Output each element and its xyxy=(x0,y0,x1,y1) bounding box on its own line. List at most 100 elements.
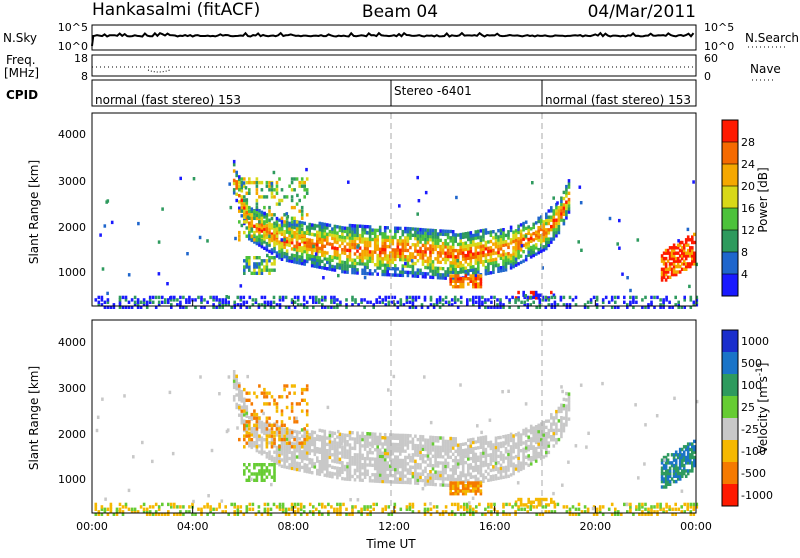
scatter-cell xyxy=(253,434,256,439)
scatter-cell xyxy=(336,454,339,458)
scatter-cell xyxy=(303,427,306,431)
scatter-cell xyxy=(313,264,317,268)
scatter-cell xyxy=(302,295,306,300)
scatter-cell xyxy=(239,298,243,302)
scatter-cell xyxy=(550,303,554,307)
scatter-cell xyxy=(614,295,617,300)
scatter-cell xyxy=(431,473,435,477)
scatter-cell xyxy=(519,254,523,258)
scatter-cell xyxy=(436,476,440,481)
scatter-cell xyxy=(672,243,676,247)
scatter-cell xyxy=(691,450,694,454)
scatter-cell xyxy=(540,444,543,448)
scatter-cell xyxy=(305,454,309,458)
scatter-cell xyxy=(461,248,465,252)
scatter-cell xyxy=(343,229,347,234)
scatter-cell xyxy=(302,505,306,509)
scatter-cell xyxy=(517,431,520,435)
scatter-cell xyxy=(275,458,279,462)
scatter-cell xyxy=(586,300,590,304)
scatter-cell xyxy=(435,303,439,307)
scatter-cell xyxy=(479,238,483,242)
scatter-cell xyxy=(574,303,578,307)
scatter-cell xyxy=(316,434,319,438)
scatter-cell xyxy=(333,507,336,511)
scatter-cell xyxy=(308,241,311,245)
scatter-cell xyxy=(232,181,236,186)
scatter-cell xyxy=(439,476,442,481)
scatter-cell xyxy=(394,474,397,478)
scatter-cell xyxy=(477,439,480,444)
scatter-cell xyxy=(248,295,252,300)
scatter-cell xyxy=(693,251,696,255)
scatter-cell xyxy=(112,512,116,516)
scatter-cell xyxy=(248,230,251,235)
scatter-cell xyxy=(453,512,457,516)
scatter-cell xyxy=(167,510,170,514)
scatter-cell xyxy=(479,244,483,249)
scatter-cell xyxy=(331,431,334,435)
scatter-cell xyxy=(384,295,387,300)
scatter-cell xyxy=(260,213,264,218)
scatter-cell xyxy=(258,256,261,260)
scatter-cell xyxy=(336,512,339,516)
scatter-cell xyxy=(324,295,327,300)
scatter-cell xyxy=(236,426,239,430)
scatter-cell xyxy=(341,455,344,459)
scatter-cell xyxy=(512,255,515,259)
scatter-cell xyxy=(145,303,149,307)
scatter-cell xyxy=(343,245,347,249)
scatter-cell xyxy=(188,298,191,302)
scatter-cell xyxy=(173,298,176,302)
scatter-cell xyxy=(263,469,266,473)
scatter-cell xyxy=(391,273,395,277)
scatter-cell xyxy=(232,382,236,386)
scatter-cell xyxy=(245,411,249,415)
scatter-cell xyxy=(295,242,299,246)
scatter-cell xyxy=(494,260,498,265)
scatter-cell xyxy=(497,266,500,270)
scatter-cell xyxy=(316,447,319,451)
scatter-cell xyxy=(295,254,299,258)
scatter-cell xyxy=(557,227,561,232)
scatter-cell xyxy=(484,512,487,516)
scatter-cell xyxy=(401,468,405,472)
scatter-cell xyxy=(507,434,510,438)
scatter-cell xyxy=(529,236,533,240)
scatter-cell xyxy=(321,298,324,302)
scatter-cell xyxy=(472,282,475,286)
scatter-cell xyxy=(326,464,329,468)
scatter-cell xyxy=(357,244,360,248)
scatter-cell xyxy=(601,300,605,304)
scatter-cell xyxy=(405,295,409,300)
scatter-cell xyxy=(527,244,530,248)
scatter-cell xyxy=(482,244,485,248)
scatter-cell xyxy=(424,466,427,470)
scatter-cell xyxy=(290,234,294,238)
scatter-cell xyxy=(305,466,309,471)
scatter-cell xyxy=(351,505,354,509)
scatter-cell xyxy=(176,303,179,307)
scatter-cell xyxy=(560,196,563,200)
scatter-cell xyxy=(477,264,480,268)
scatter-cell xyxy=(678,243,682,247)
scatter-cell xyxy=(514,238,518,242)
scatter-cell xyxy=(684,474,688,478)
scatter-cell xyxy=(659,507,662,511)
scatter-cell xyxy=(464,476,468,480)
scatter-cell xyxy=(285,384,289,388)
scatter-cell xyxy=(378,232,382,236)
scatter-cell xyxy=(497,238,500,242)
colorbar-segment xyxy=(722,484,738,506)
scatter-cell xyxy=(524,402,528,406)
scatter-cell xyxy=(283,220,286,224)
scatter-cell xyxy=(273,256,276,260)
scatter-cell xyxy=(394,446,397,450)
scatter-cell xyxy=(394,251,397,255)
scatter-cell xyxy=(351,512,354,516)
scatter-cell xyxy=(512,468,515,473)
scatter-cell xyxy=(449,251,452,256)
scatter-cell xyxy=(695,505,699,509)
scatter-cell xyxy=(532,253,535,258)
scatter-cell xyxy=(253,268,256,272)
